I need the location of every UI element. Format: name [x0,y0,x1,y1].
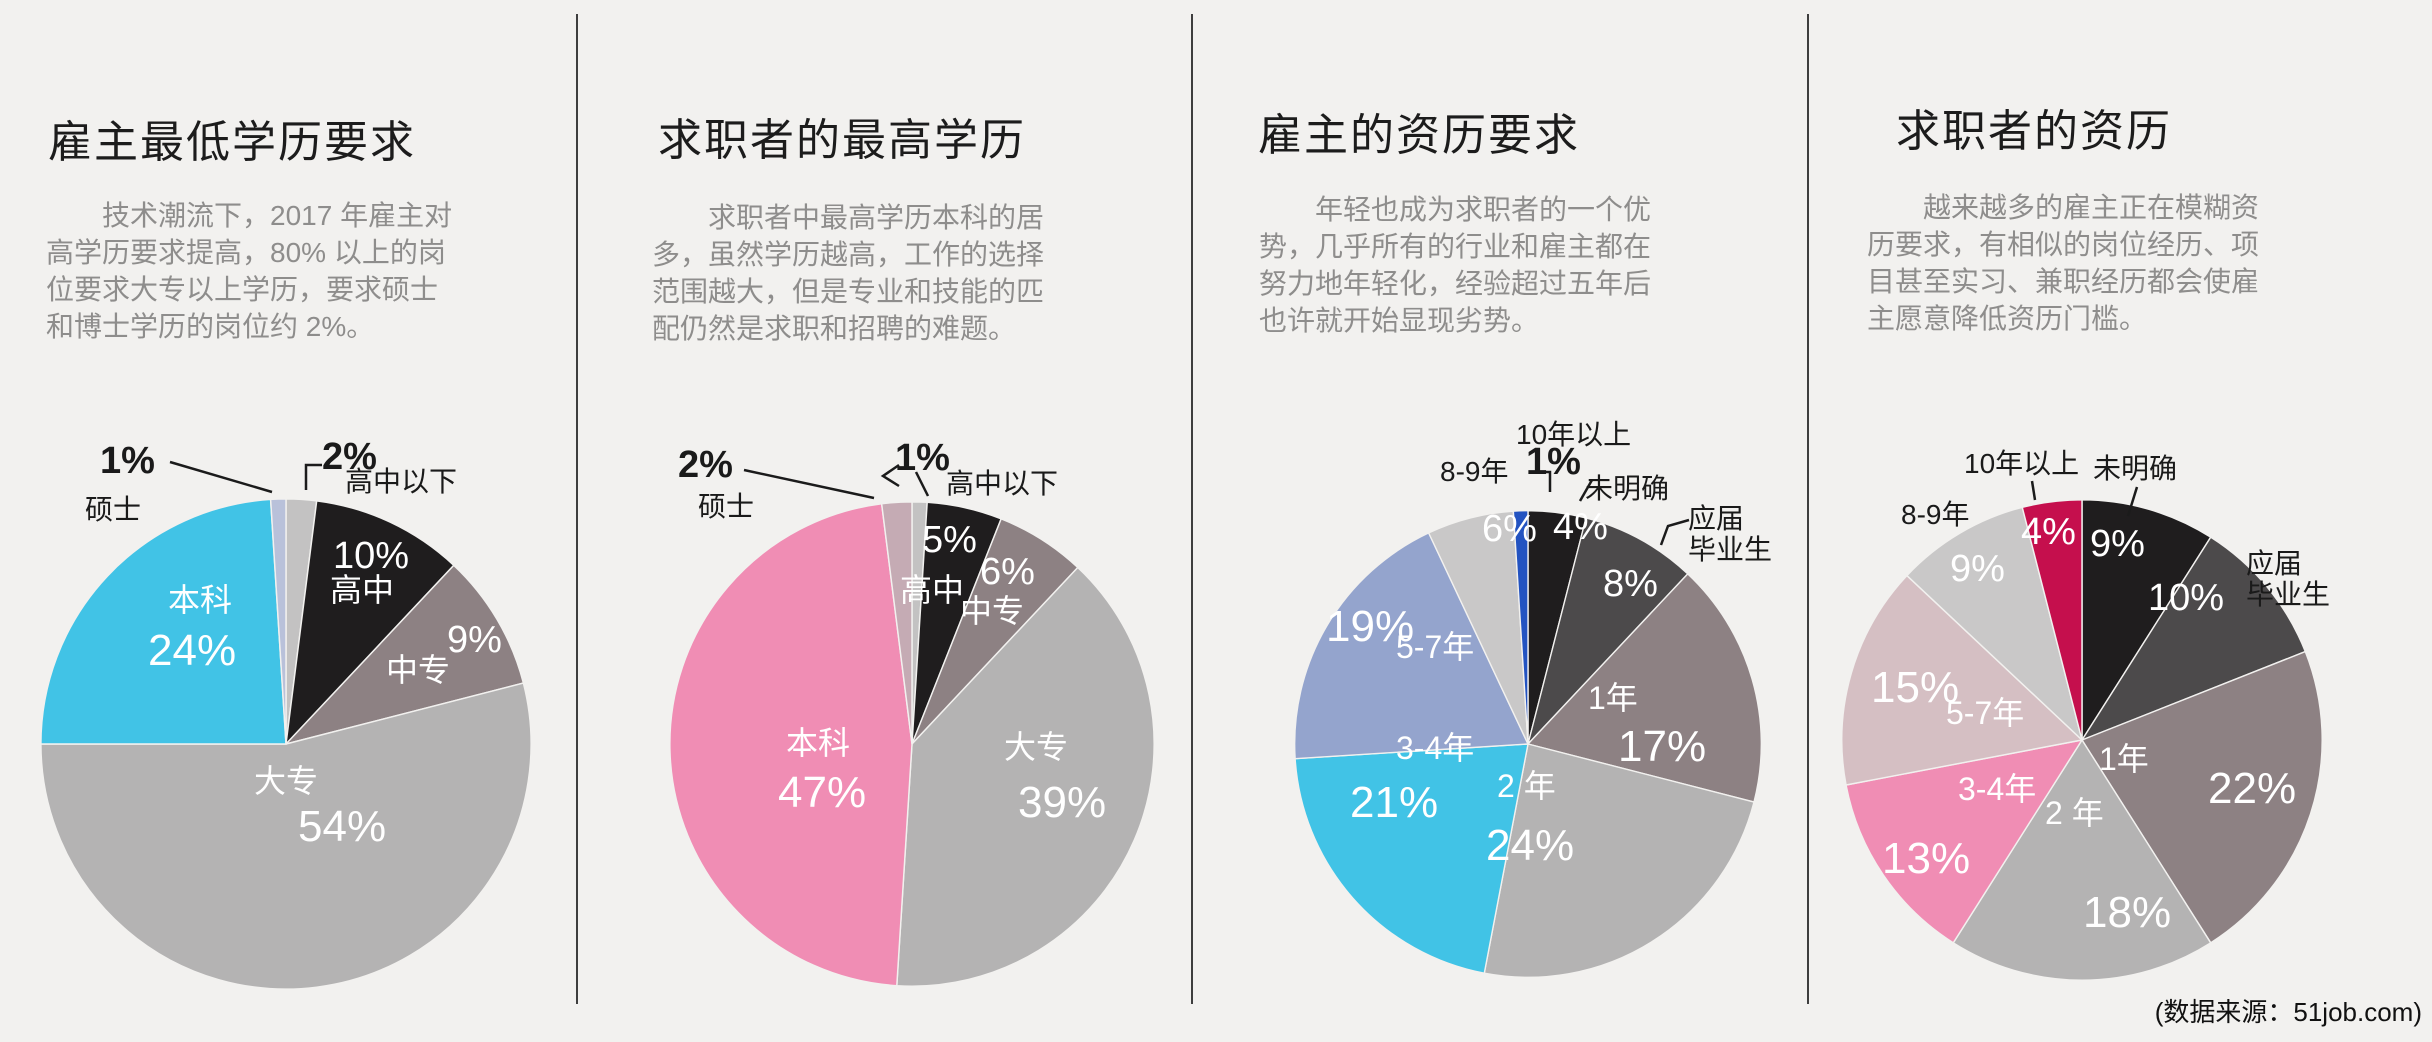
c4-label-2year: 2 年 [2045,795,2104,831]
pie-slice-3-4年 [1294,743,1529,975]
section-paragraph-2: 求职者中最高学历本科的居 多，虽然学历越高，工作的选择 范围越大，但是专业和技能… [652,202,1045,344]
c3-callout-label-8-9: 8-9年 [1440,456,1509,487]
pie-slice-硕士 [269,498,287,745]
pie-slice-应届毕业生 [1527,517,1689,745]
divider-2 [1191,14,1193,1004]
section-paragraph-3: 年轻也成为求职者的一个优 势，几乎所有的行业和雇主都在 努力地年轻化，经验超过五… [1259,194,1652,336]
c2-pct-gaozhong: 5% [922,519,977,561]
c1-pct-gaozhong: 10% [333,535,410,577]
c1-callout-label-shuoshi: 硕士 [85,494,142,525]
pie-slice-中专 [283,564,525,746]
callout-bracket-c1-gaozhongyixia [304,463,322,490]
section-paragraph-4: 越来越多的雇主正在模糊资 历要求，有相似的岗位经历、项 目甚至实习、兼职经历都会… [1867,192,2260,334]
c2-label-benke: 本科 [786,725,851,761]
c3-label-1year: 1年 [1588,680,1638,716]
divider-1 [576,14,578,1004]
pie-slice-高中 [284,500,455,747]
c4-pct-graduate: 10% [2148,577,2225,619]
pie-employer-min-education [40,498,532,990]
c4-label-3-4: 3-4年 [1958,771,2037,807]
pie-slice-本科 [669,502,913,987]
c3-label-3-4: 3-4年 [1396,730,1475,766]
section-title-seeker-experience: 求职者的资历 [1896,107,2172,156]
c1-pct-zhongzhuan: 9% [447,619,502,661]
c4-pct-weimingque: 9% [2090,523,2145,565]
c2-label-gaozhong: 高中 [900,572,965,608]
c2-callout-pct-gaozhongyixia: 1% [895,437,950,479]
callout-line-c2-shuoshi [743,468,875,500]
pie-slice-5-7年 [1293,531,1530,760]
c2-callout-pct-shuoshi: 2% [678,444,733,486]
c4-callout-label-weimingque: 未明确 [2093,453,2178,484]
c3-label-5-7: 5-7年 [1396,629,1475,665]
c2-callout-label-shuoshi: 硕士 [698,491,755,522]
c2-callout-label-gaozhongyixia: 高中以下 [946,468,1059,499]
pie-slice-1年 [1526,572,1763,803]
pie-seeker-experience [1841,499,2323,981]
pie-seeker-highest-education [669,501,1155,987]
c1-label-gaozhong: 高中 [330,572,395,608]
c4-pct-5-7: 15% [1871,663,1960,712]
c3-callout-pct-10plus: 1% [1526,441,1581,483]
pie-slice-本科 [40,498,287,745]
c1-pct-dazhuan: 54% [298,802,387,851]
c3-pct-2year: 24% [1486,821,1575,870]
data-source-note: (数据来源：51job.com) [2154,997,2422,1027]
c3-callout-label-graduate: 应届 毕业生 [1688,503,1773,566]
c1-callout-label-gaozhongyixia: 高中以下 [345,466,458,497]
c1-label-zhongzhuan: 中专 [386,652,451,688]
c2-pct-dazhuan: 39% [1018,778,1107,827]
c4-pct-1year: 22% [2208,764,2297,813]
c4-label-1year: 1年 [2099,741,2149,777]
c3-pct-weimingque: 4% [1553,506,1608,548]
divider-3 [1807,14,1809,1004]
c3-pct-5-7: 19% [1326,602,1415,651]
c1-pct-benke: 24% [148,626,237,675]
pie-slice-大专 [896,566,1155,987]
section-title-seeker-education: 求职者的最高学历 [658,116,1026,165]
section-title-employer-experience: 雇主的资历要求 [1258,111,1580,160]
c3-callout-label-weimingque: 未明确 [1585,473,1670,504]
callout-line-c1-shuoshi [169,460,273,494]
c1-callout-pct-shuoshi: 1% [100,440,155,482]
pie-slice-8-9年 [1905,506,2084,743]
c2-pct-zhongzhuan: 6% [980,551,1035,593]
pie-slice-应届毕业生 [2080,536,2307,742]
c4-callout-label-10plus: 10年以上 [1964,448,2080,479]
c4-pct-3-4: 13% [1882,834,1971,883]
c4-label-5-7: 5-7年 [1946,695,2025,731]
c4-pct-8-9: 9% [1950,548,2005,590]
c4-pct-10plus: 4% [2021,511,2076,553]
pie-slice-10年以上 [1512,509,1529,745]
c4-callout-label-graduate: 应届 毕业生 [2246,548,2331,611]
pie-slice-2 年 [1952,738,2212,981]
pie-slice-10年以上 [2021,499,2083,741]
c1-label-dazhuan: 大专 [254,763,319,799]
pie-slice-3-4年 [1845,738,2084,944]
c1-label-benke: 本科 [168,582,233,618]
pie-slice-大专 [40,682,532,990]
c4-callout-label-8-9: 8-9年 [1901,499,1970,530]
c3-pct-3-4: 21% [1350,778,1439,827]
pie-employer-experience-requirement [1293,509,1763,978]
c3-label-2year: 2 年 [1497,768,1556,804]
c3-pct-8-9: 6% [1482,508,1537,550]
c3-callout-label-10plus: 10年以上 [1516,419,1632,450]
pie-slice-未明确 [2081,499,2212,743]
c4-pct-2year: 18% [2083,888,2172,937]
pie-slice-硕士 [880,501,913,745]
pie-slice-2 年 [1483,743,1755,978]
c2-label-zhongzhuan: 中专 [960,593,1025,629]
c2-label-dazhuan: 大专 [1004,729,1069,765]
c3-pct-1year: 17% [1618,722,1707,771]
section-title-employer-education: 雇主最低学历要求 [48,118,416,167]
pie-slice-1年 [2080,650,2323,944]
c1-callout-pct-gaozhongyixia: 2% [322,436,377,478]
c3-pct-graduate: 8% [1603,563,1658,605]
pie-slice-5-7年 [1841,574,2084,786]
c2-pct-benke: 47% [778,768,867,817]
section-paragraph-1: 技术潮流下，2017 年雇主对 高学历要求提高，80% 以上的岗 位要求大专以上… [46,200,453,342]
